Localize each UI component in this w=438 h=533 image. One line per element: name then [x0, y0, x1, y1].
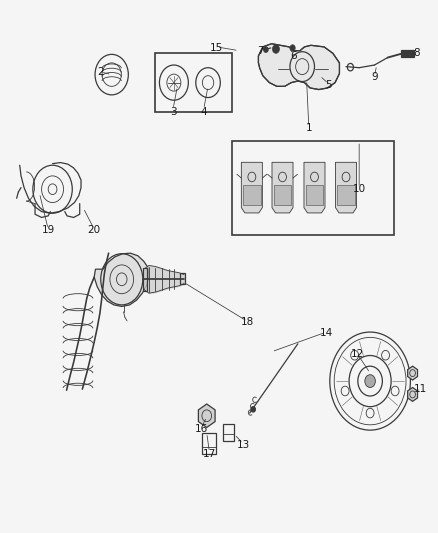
Circle shape: [251, 407, 255, 412]
Bar: [180, 273, 185, 284]
Polygon shape: [272, 162, 293, 213]
Text: 8: 8: [413, 49, 420, 58]
Text: 5: 5: [325, 80, 332, 90]
Text: 10: 10: [353, 184, 366, 194]
Text: 6: 6: [290, 51, 297, 61]
Polygon shape: [306, 185, 323, 205]
Text: 14: 14: [320, 328, 333, 338]
Polygon shape: [243, 185, 261, 205]
Text: 18: 18: [241, 318, 254, 327]
Polygon shape: [198, 404, 215, 427]
Polygon shape: [408, 387, 417, 401]
Polygon shape: [337, 185, 355, 205]
Text: 3: 3: [170, 107, 177, 117]
Bar: [232, 141, 394, 235]
Polygon shape: [258, 44, 339, 90]
Polygon shape: [94, 253, 149, 306]
Text: 4: 4: [200, 107, 207, 117]
Text: 17: 17: [203, 449, 216, 459]
Circle shape: [272, 45, 279, 53]
Polygon shape: [241, 162, 262, 213]
Text: 11: 11: [414, 384, 427, 394]
Bar: [202, 433, 216, 454]
Text: 19: 19: [42, 225, 55, 235]
Bar: [143, 268, 147, 291]
Polygon shape: [274, 185, 291, 205]
Text: 20: 20: [88, 225, 101, 235]
Text: 7: 7: [257, 46, 264, 55]
Text: 9: 9: [371, 72, 378, 82]
Bar: [223, 424, 234, 441]
Bar: [155, 53, 232, 112]
Polygon shape: [336, 162, 357, 213]
Polygon shape: [408, 366, 417, 380]
Text: 15: 15: [210, 43, 223, 53]
Bar: [401, 50, 414, 57]
Text: 16: 16: [195, 424, 208, 434]
Polygon shape: [304, 162, 325, 213]
Circle shape: [264, 47, 268, 52]
Text: 1: 1: [305, 123, 312, 133]
Text: 13: 13: [237, 440, 250, 450]
Text: 12: 12: [350, 350, 364, 359]
Circle shape: [365, 375, 375, 387]
Circle shape: [290, 45, 295, 51]
Text: 2: 2: [97, 67, 104, 77]
